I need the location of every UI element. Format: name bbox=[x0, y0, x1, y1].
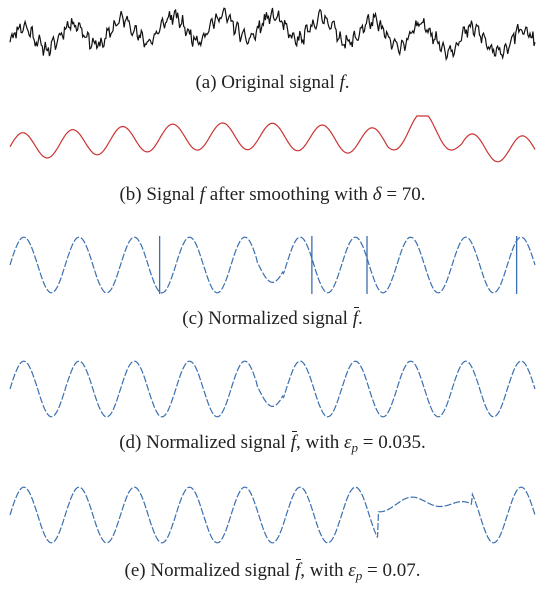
signal-line bbox=[9, 360, 536, 418]
caption-a-suffix: . bbox=[344, 72, 350, 93]
signal-line bbox=[9, 115, 536, 163]
caption-e: (e) Normalized signal f, with εp = 0.07. bbox=[0, 559, 545, 584]
plot-b bbox=[9, 115, 536, 163]
plot-e bbox=[9, 486, 536, 544]
caption-d-sub: p bbox=[351, 440, 359, 455]
signal-line bbox=[9, 486, 536, 544]
caption-d-middle: , with bbox=[296, 432, 345, 453]
caption-b-tail: = 70. bbox=[381, 184, 426, 205]
caption-b-greek: δ bbox=[372, 184, 382, 205]
caption-e-symbol: f bbox=[294, 559, 302, 581]
caption-c-symbol: f bbox=[352, 307, 360, 329]
caption-d-symbol: f bbox=[290, 431, 298, 453]
plot-a bbox=[9, 7, 536, 62]
caption-b-symbol: f bbox=[199, 184, 205, 205]
caption-a: (a) Original signal f. bbox=[0, 72, 545, 94]
caption-d-tail: = 0.035. bbox=[358, 432, 426, 453]
caption-b-prefix: (b) Signal bbox=[119, 184, 200, 205]
caption-e-middle: , with bbox=[300, 560, 349, 581]
caption-d-greek: ε bbox=[344, 432, 352, 453]
caption-b-middle: after smoothing with bbox=[204, 184, 373, 205]
signal-line bbox=[9, 7, 536, 62]
caption-c-suffix: . bbox=[357, 308, 363, 329]
caption-e-greek: ε bbox=[348, 560, 356, 581]
caption-e-tail: = 0.07. bbox=[362, 560, 421, 581]
caption-d: (d) Normalized signal f, with εp = 0.035… bbox=[0, 431, 545, 456]
caption-b: (b) Signal f after smoothing with δ = 70… bbox=[0, 184, 545, 206]
caption-a-prefix: (a) Original signal bbox=[195, 72, 340, 93]
caption-e-sub: p bbox=[355, 568, 363, 583]
plot-c bbox=[9, 236, 536, 294]
caption-e-prefix: (e) Normalized signal bbox=[124, 560, 295, 581]
caption-d-prefix: (d) Normalized signal bbox=[119, 432, 291, 453]
caption-c: (c) Normalized signal f. bbox=[0, 307, 545, 330]
caption-c-prefix: (c) Normalized signal bbox=[182, 308, 353, 329]
plot-d bbox=[9, 360, 536, 418]
signal-line bbox=[9, 236, 536, 294]
caption-a-symbol: f bbox=[339, 72, 345, 93]
